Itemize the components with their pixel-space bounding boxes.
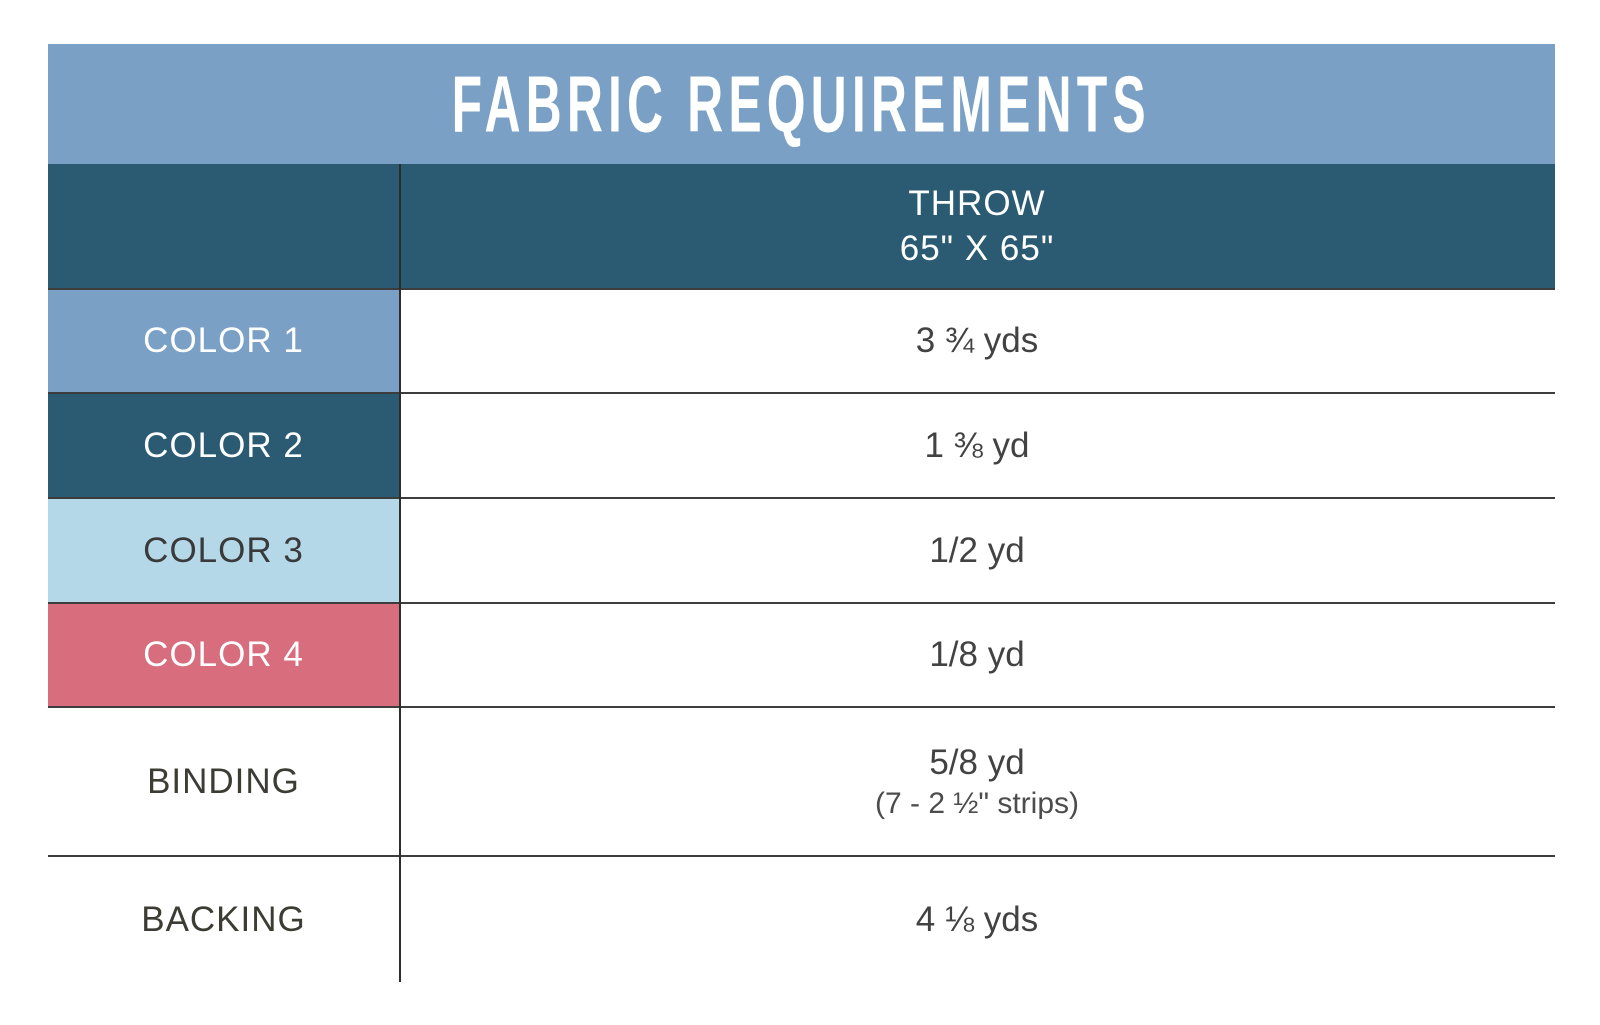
table-row-color-1: COLOR 1 3 ¾ yds bbox=[48, 288, 1555, 392]
row-value: 1/2 yd bbox=[399, 499, 1555, 602]
size-header-cell: THROW 65" X 65" bbox=[399, 164, 1555, 288]
size-header-row: THROW 65" X 65" bbox=[48, 164, 1555, 288]
row-label-swatch: COLOR 1 bbox=[48, 290, 399, 392]
table-row-color-2: COLOR 2 1 ⅜ yd bbox=[48, 392, 1555, 497]
row-value: 1 ⅜ yd bbox=[399, 394, 1555, 497]
row-label-swatch: COLOR 4 bbox=[48, 604, 399, 706]
yardage-value: 1 ⅜ yd bbox=[924, 425, 1030, 465]
table-row-color-4: COLOR 4 1/8 yd bbox=[48, 602, 1555, 706]
row-value: 3 ¾ yds bbox=[399, 290, 1555, 392]
size-name: THROW bbox=[908, 184, 1046, 223]
table-title: FABRIC REQUIREMENTS bbox=[451, 58, 1152, 149]
yardage-value: 1/8 yd bbox=[929, 635, 1025, 674]
row-value: 5/8 yd (7 - 2 ½" strips) bbox=[399, 708, 1555, 855]
yardage-detail: (7 - 2 ½" strips) bbox=[874, 786, 1080, 820]
row-label: BACKING bbox=[141, 899, 306, 939]
yardage-value: 5/8 yd bbox=[929, 742, 1025, 782]
table-title-bar: FABRIC REQUIREMENTS bbox=[48, 44, 1555, 164]
column-divider-line bbox=[399, 164, 401, 982]
row-label: BINDING bbox=[147, 761, 300, 801]
row-value: 1/8 yd bbox=[399, 604, 1555, 706]
table-row-color-3: COLOR 3 1/2 yd bbox=[48, 497, 1555, 602]
fabric-requirements-table: FABRIC REQUIREMENTS THROW 65" X 65" COLO… bbox=[48, 44, 1555, 982]
row-value: 4 ⅛ yds bbox=[399, 857, 1555, 982]
table-row-backing: BACKING 4 ⅛ yds bbox=[48, 855, 1555, 982]
table-row-binding: BINDING 5/8 yd (7 - 2 ½" strips) bbox=[48, 706, 1555, 855]
yardage-value: 4 ⅛ yds bbox=[915, 899, 1039, 939]
yardage-value: 3 ¾ yds bbox=[915, 321, 1039, 360]
yardage-value: 1/2 yd bbox=[929, 530, 1025, 570]
size-dimensions: 65" X 65" bbox=[899, 229, 1055, 268]
row-label-swatch: COLOR 3 bbox=[48, 499, 399, 602]
row-label-swatch: COLOR 2 bbox=[48, 394, 399, 497]
